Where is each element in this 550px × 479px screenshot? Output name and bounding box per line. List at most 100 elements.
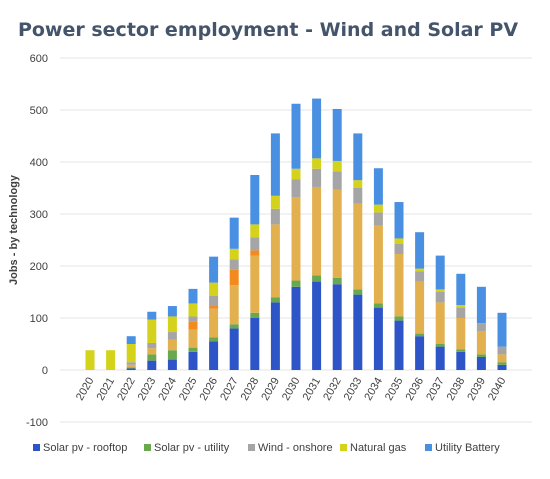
y-tick-labels: -100 0 100 200 300 400 500 600 — [26, 53, 48, 429]
legend-swatch — [340, 444, 347, 451]
bar-segment — [435, 302, 445, 344]
bar-segment — [312, 158, 322, 169]
bar-segment — [188, 303, 198, 317]
bar-segment — [373, 303, 383, 308]
bar-segment — [167, 339, 177, 351]
bar-segment — [394, 254, 404, 317]
bar-segment — [270, 302, 280, 370]
bar-segment — [167, 316, 177, 333]
bar-segment — [291, 168, 301, 180]
bar-segment — [476, 323, 486, 331]
bar-segment — [415, 268, 425, 272]
bar-segment — [291, 286, 301, 370]
bar-segment — [167, 350, 177, 360]
bar-segment — [250, 318, 260, 370]
bar-segment — [209, 256, 219, 283]
legend-label: Solar pv - rooftop — [43, 442, 127, 454]
bar-segment — [291, 197, 301, 281]
bar-segment — [209, 341, 219, 370]
bar-segment — [456, 305, 466, 308]
bar-segment — [312, 98, 322, 159]
bar-segment — [250, 237, 260, 251]
bar-segment — [209, 337, 219, 342]
bar-segment — [209, 306, 219, 309]
y-tick-label: 300 — [30, 209, 48, 221]
bar-segment — [456, 307, 466, 318]
bar-segment — [415, 271, 425, 282]
bar-segment — [291, 103, 301, 169]
bar-segment — [291, 179, 301, 198]
bar-segment — [415, 333, 425, 337]
bar-segment — [435, 289, 445, 292]
bar-segment — [147, 348, 157, 355]
bar-segment — [229, 269, 239, 286]
bar-segment — [147, 311, 157, 320]
bar-segment — [373, 225, 383, 304]
bar-segment — [126, 362, 136, 365]
bar-segment — [147, 354, 157, 361]
bar-segment — [435, 344, 445, 347]
legend-swatch — [33, 444, 40, 451]
legend-label: Natural gas — [350, 442, 407, 454]
bar-segment — [209, 308, 219, 338]
bar-segment — [476, 331, 486, 355]
bar-segment — [415, 232, 425, 269]
bar-segment — [270, 133, 280, 196]
bar-segment — [373, 212, 383, 226]
y-tick-label: 100 — [30, 313, 48, 325]
bar-segment — [373, 307, 383, 370]
bar-segment — [229, 285, 239, 325]
bar-segment — [126, 367, 136, 369]
bar-segment — [373, 204, 383, 213]
bar-segment — [250, 175, 260, 225]
bar-segment — [126, 336, 136, 344]
bar-segment — [394, 320, 404, 370]
bar-segment — [497, 312, 507, 347]
bar-segment — [476, 286, 486, 324]
y-tick-label: 200 — [30, 261, 48, 273]
bar-segment — [188, 316, 198, 322]
bar-segment — [415, 336, 425, 370]
bar-segment — [394, 202, 404, 239]
bar-segment — [312, 275, 322, 282]
bar-segment — [270, 297, 280, 303]
bar-segment — [332, 277, 342, 285]
bar-segment — [497, 364, 507, 370]
y-tick-label: 600 — [30, 53, 48, 65]
bar-segment — [250, 250, 260, 256]
bar-segment — [456, 273, 466, 305]
y-tick-label: 0 — [42, 365, 48, 377]
bar-segment — [497, 362, 507, 365]
bar-segment — [106, 350, 116, 370]
bar-segment — [188, 329, 198, 348]
bar-segment — [312, 281, 322, 370]
bar-segment — [229, 324, 239, 329]
bar-segment — [147, 342, 157, 349]
bar-segment — [435, 292, 445, 303]
bar-segment — [394, 316, 404, 321]
bar-segment — [456, 351, 466, 370]
bar-segment — [476, 354, 486, 357]
bar-segment — [353, 203, 363, 290]
bar-segment — [497, 346, 507, 355]
legend-swatch — [425, 444, 432, 451]
bar-segment — [188, 351, 198, 370]
legend-swatch — [144, 444, 151, 451]
bar-segment — [435, 255, 445, 290]
bar-segment — [312, 186, 322, 276]
y-axis-label: Jobs - by technology — [8, 174, 20, 285]
bar-segment — [188, 288, 198, 304]
bar-segment — [332, 160, 342, 172]
bar-segment — [147, 319, 157, 343]
bar-segment — [394, 238, 404, 244]
bar-segment — [188, 321, 198, 330]
bar-segment — [209, 282, 219, 296]
bar-segment — [229, 217, 239, 249]
bar-segment — [353, 188, 363, 204]
bar-segment — [167, 306, 177, 317]
y-tick-label: -100 — [26, 417, 48, 429]
bar-segment — [353, 289, 363, 295]
legend-label: Utility Battery — [435, 442, 500, 454]
